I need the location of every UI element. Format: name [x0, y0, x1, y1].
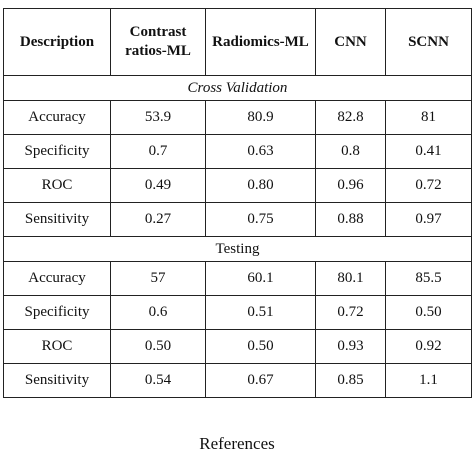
value-cell: 0.75: [205, 202, 316, 237]
data-row: Accuracy 57 60.1 80.1 85.5: [3, 261, 472, 296]
value-cell: 80.9: [205, 100, 316, 135]
value-cell: 0.51: [205, 295, 316, 330]
results-table: Description Contrast ratios-ML Radiomics-M…: [3, 8, 472, 398]
metric-cell: Accuracy: [3, 261, 111, 296]
value-cell: 0.72: [315, 295, 386, 330]
value-cell: 0.93: [315, 329, 386, 364]
value-cell: 0.27: [110, 202, 206, 237]
section-row: Cross Validation: [3, 75, 472, 101]
value-cell: 0.8: [315, 134, 386, 169]
value-cell: 0.92: [385, 329, 472, 364]
data-row: Specificity 0.7 0.63 0.8 0.41: [3, 134, 472, 169]
data-row: Sensitivity 0.54 0.67 0.85 1.1: [3, 363, 472, 398]
data-row: Sensitivity 0.27 0.75 0.88 0.97: [3, 202, 472, 237]
value-cell: 0.50: [385, 295, 472, 330]
value-cell: 0.6: [110, 295, 206, 330]
value-cell: 0.88: [315, 202, 386, 237]
metric-cell: Sensitivity: [3, 363, 111, 398]
value-cell: 0.72: [385, 168, 472, 203]
value-cell: 0.97: [385, 202, 472, 237]
metric-cell: Specificity: [3, 295, 111, 330]
value-cell: 0.7: [110, 134, 206, 169]
value-cell: 57: [110, 261, 206, 296]
header-cell: SCNN: [385, 8, 472, 76]
header-cell: Radiomics-ML: [205, 8, 316, 76]
value-cell: 0.49: [110, 168, 206, 203]
data-row: Specificity 0.6 0.51 0.72 0.50: [3, 295, 472, 330]
data-row: ROC 0.49 0.80 0.96 0.72: [3, 168, 472, 203]
header-cell: CNN: [315, 8, 386, 76]
value-cell: 0.67: [205, 363, 316, 398]
section-row: Testing: [3, 236, 472, 262]
value-cell: 1.1: [385, 363, 472, 398]
value-cell: 80.1: [315, 261, 386, 296]
value-cell: 82.8: [315, 100, 386, 135]
metric-cell: ROC: [3, 329, 111, 364]
value-cell: 0.96: [315, 168, 386, 203]
value-cell: 0.50: [110, 329, 206, 364]
data-row: Accuracy 53.9 80.9 82.8 81: [3, 100, 472, 135]
value-cell: 85.5: [385, 261, 472, 296]
value-cell: 0.54: [110, 363, 206, 398]
value-cell: 0.50: [205, 329, 316, 364]
section-title: Cross Validation: [3, 75, 472, 101]
value-cell: 0.80: [205, 168, 316, 203]
value-cell: 60.1: [205, 261, 316, 296]
data-row: ROC 0.50 0.50 0.93 0.92: [3, 329, 472, 364]
value-cell: 81: [385, 100, 472, 135]
header-cell: Description: [3, 8, 111, 76]
header-row: Description Contrast ratios-ML Radiomics-M…: [3, 8, 472, 76]
section-title: Testing: [3, 236, 472, 262]
metric-cell: ROC: [3, 168, 111, 203]
value-cell: 0.41: [385, 134, 472, 169]
value-cell: 53.9: [110, 100, 206, 135]
references-heading: References: [199, 434, 275, 451]
value-cell: 0.63: [205, 134, 316, 169]
table-body: Cross Validation Accuracy 53.9 80.9 82.8 81 Sp…: [3, 75, 472, 398]
metric-cell: Sensitivity: [3, 202, 111, 237]
value-cell: 0.85: [315, 363, 386, 398]
metric-cell: Specificity: [3, 134, 111, 169]
metric-cell: Accuracy: [3, 100, 111, 135]
header-cell: Contrast ratios-ML: [110, 8, 206, 76]
